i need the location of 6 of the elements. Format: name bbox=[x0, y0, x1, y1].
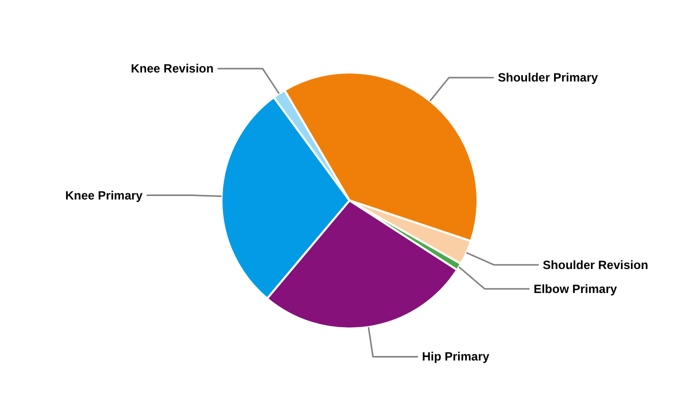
slice-label: Knee Primary bbox=[65, 188, 143, 202]
slice-label: Shoulder Revision bbox=[542, 258, 648, 272]
slice-label: Shoulder Primary bbox=[498, 70, 598, 85]
slice-label: Knee Revision bbox=[130, 62, 214, 76]
slice-label: Elbow Primary bbox=[534, 282, 618, 296]
slice-label: Hip Primary bbox=[422, 350, 490, 364]
